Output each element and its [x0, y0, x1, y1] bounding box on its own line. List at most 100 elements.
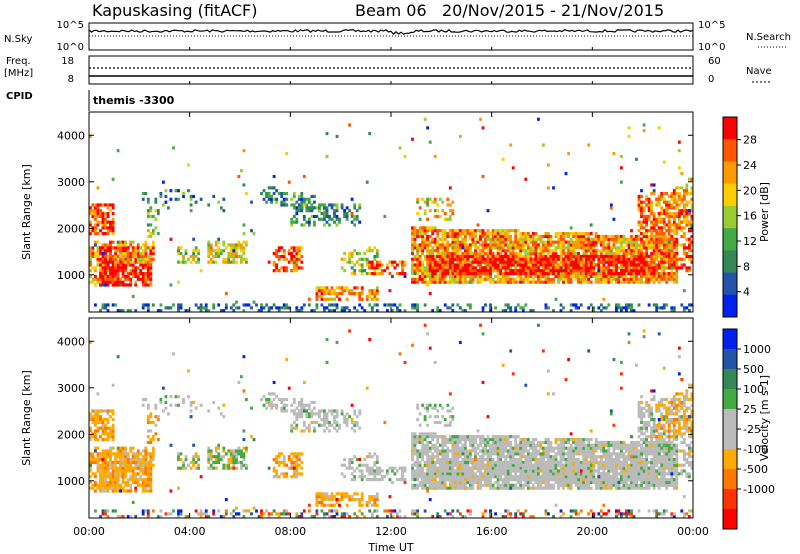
heatmap-cell [466, 303, 470, 307]
heatmap-cell [192, 400, 196, 405]
heatmap-cell [690, 189, 694, 193]
heatmap-cell [511, 243, 515, 247]
heatmap-cell [662, 257, 666, 261]
heatmap-cell [187, 257, 190, 261]
heatmap-cell [496, 280, 500, 284]
heatmap-cell [418, 232, 422, 236]
heatmap-cell [660, 260, 664, 264]
heatmap-cell [375, 263, 379, 267]
heatmap-cell [672, 240, 676, 244]
heatmap-cell [199, 403, 203, 407]
heatmap-cell [136, 458, 140, 462]
heatmap-cell [537, 243, 540, 247]
heatmap-cell [662, 274, 666, 279]
heatmap-cell [267, 197, 271, 201]
heatmap-cell [652, 223, 656, 227]
heatmap-cell [617, 280, 621, 284]
heatmap-cell [670, 203, 674, 207]
heatmap-cell [529, 246, 533, 250]
heatmap-cell [524, 274, 528, 279]
heatmap-cell [443, 257, 447, 261]
heatmap-cell [572, 260, 576, 264]
heatmap-cell [323, 209, 326, 213]
heatmap-cell [428, 269, 432, 273]
heatmap-cell [526, 237, 530, 241]
heatmap-cell [131, 452, 135, 456]
heatmap-cell [222, 415, 226, 419]
freq-tick-top: 18 [61, 56, 74, 67]
heatmap-cell [104, 254, 107, 259]
heatmap-cell [325, 286, 329, 290]
heatmap-cell [667, 249, 671, 253]
heatmap-cell [637, 243, 641, 247]
heatmap-cell [441, 266, 445, 270]
heatmap-cell [307, 297, 311, 301]
heatmap-cell [667, 246, 671, 250]
heatmap-cell [365, 263, 369, 267]
heatmap-cell [650, 234, 654, 239]
heatmap-cell [214, 446, 218, 450]
heatmap-cell [401, 269, 404, 273]
heatmap-cell [501, 232, 505, 236]
heatmap-cell [114, 249, 118, 253]
heatmap-cell [526, 243, 530, 247]
heatmap-cell [330, 289, 334, 293]
noise-left-label: N.Sky [4, 34, 32, 45]
heatmap-cell [682, 192, 686, 196]
heatmap-cell [104, 220, 107, 224]
heatmap-cell [594, 252, 598, 256]
heatmap-cell [119, 463, 123, 467]
heatmap-cell [662, 197, 666, 201]
heatmap-cell [615, 246, 618, 250]
heatmap-cell [672, 229, 676, 233]
heatmap-cell [615, 272, 618, 276]
heatmap-cell [564, 172, 568, 176]
heatmap-cell [453, 249, 457, 253]
heatmap-cell [612, 272, 616, 276]
heatmap-cell [104, 483, 107, 487]
heatmap-cell [426, 243, 430, 247]
heatmap-cell [539, 269, 543, 273]
heatmap-cell [604, 269, 608, 273]
heatmap-cell [569, 257, 573, 261]
heatmap-cell [652, 189, 656, 193]
heatmap-cell [506, 246, 510, 250]
heatmap-cell [106, 455, 110, 459]
heatmap-cell [426, 126, 430, 130]
heatmap-cell [650, 260, 654, 264]
heatmap-cell [607, 280, 611, 284]
heatmap-cell [297, 197, 301, 201]
heatmap-cell [290, 475, 294, 479]
heatmap-cell [599, 257, 603, 261]
heatmap-cell [484, 237, 487, 241]
heatmap-cell [413, 303, 417, 307]
heatmap-cell [529, 263, 533, 267]
heatmap-cell [232, 458, 236, 462]
heatmap-cell [526, 263, 530, 267]
heatmap-cell [335, 223, 339, 227]
heatmap-cell [358, 206, 362, 210]
heatmap-cell [207, 452, 211, 456]
heatmap-cell [637, 206, 641, 210]
heatmap-cell [91, 214, 95, 219]
heatmap-cell [660, 274, 664, 279]
heatmap-cell [559, 266, 563, 270]
heatmap-cell [466, 232, 470, 236]
heatmap-cell [431, 309, 435, 313]
heatmap-cell [587, 280, 591, 284]
heatmap-cell [121, 446, 125, 450]
heatmap-cell [574, 254, 578, 259]
heatmap-cell [292, 475, 296, 479]
heatmap-cell [106, 466, 110, 470]
heatmap-cell [456, 257, 460, 261]
heatmap-cell [451, 232, 455, 236]
heatmap-cell [134, 254, 138, 259]
heatmap-cell [109, 249, 112, 253]
heatmap-cell [94, 480, 97, 485]
heatmap-cell [501, 266, 505, 270]
heatmap-cell [267, 392, 271, 396]
heatmap-cell [240, 452, 243, 456]
heatmap-cell [94, 269, 97, 273]
heatmap-cell [330, 492, 334, 496]
heatmap-cell [217, 460, 221, 465]
